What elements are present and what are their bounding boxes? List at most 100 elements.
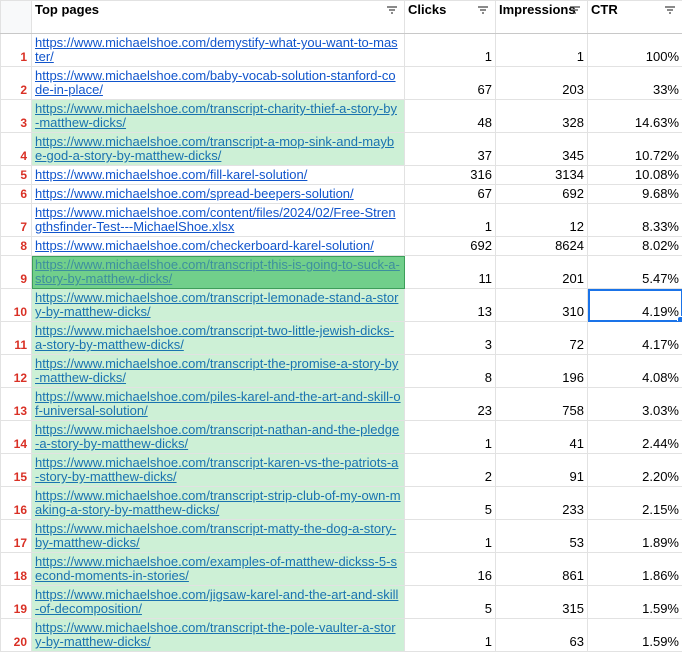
page-cell[interactable]: https://www.michaelshoe.com/fill-karel-s…: [31, 165, 405, 185]
clicks-cell[interactable]: 5: [404, 486, 496, 520]
clicks-cell[interactable]: 8: [404, 354, 496, 388]
clicks-cell[interactable]: 48: [404, 99, 496, 133]
header-cell[interactable]: Top pages: [31, 0, 405, 34]
page-link[interactable]: https://www.michaelshoe.com/transcript-t…: [35, 257, 400, 286]
page-cell[interactable]: https://www.michaelshoe.com/baby-vocab-s…: [31, 66, 405, 100]
clicks-cell[interactable]: 1: [404, 420, 496, 454]
ctr-cell[interactable]: 1.89%: [587, 519, 682, 553]
clicks-cell[interactable]: 67: [404, 66, 496, 100]
page-link[interactable]: https://www.michaelshoe.com/transcript-c…: [35, 101, 397, 130]
clicks-cell[interactable]: 5: [404, 585, 496, 619]
ctr-cell[interactable]: 1.59%: [587, 585, 682, 619]
impressions-cell[interactable]: 91: [495, 453, 588, 487]
page-cell[interactable]: https://www.michaelshoe.com/spread-beepe…: [31, 184, 405, 204]
clicks-cell[interactable]: 13: [404, 288, 496, 322]
page-link[interactable]: https://www.michaelshoe.com/transcript-n…: [35, 422, 400, 451]
clicks-cell[interactable]: 11: [404, 255, 496, 289]
ctr-cell[interactable]: 8.02%: [587, 236, 682, 256]
ctr-cell[interactable]: 2.15%: [587, 486, 682, 520]
impressions-cell[interactable]: 41: [495, 420, 588, 454]
ctr-cell[interactable]: 10.08%: [587, 165, 682, 185]
page-cell[interactable]: https://www.michaelshoe.com/transcript-c…: [31, 99, 405, 133]
impressions-cell[interactable]: 203: [495, 66, 588, 100]
page-link[interactable]: https://www.michaelshoe.com/transcript-m…: [35, 521, 397, 550]
ctr-cell[interactable]: 4.19%: [587, 288, 682, 322]
page-cell[interactable]: https://www.michaelshoe.com/transcript-t…: [31, 354, 405, 388]
header-cell[interactable]: CTR: [587, 0, 682, 34]
clicks-cell[interactable]: 1: [404, 33, 496, 67]
page-link[interactable]: https://www.michaelshoe.com/checkerboard…: [35, 238, 374, 253]
impressions-cell[interactable]: 8624: [495, 236, 588, 256]
page-cell[interactable]: https://www.michaelshoe.com/transcript-t…: [31, 321, 405, 355]
page-link[interactable]: https://www.michaelshoe.com/demystify-wh…: [35, 35, 398, 64]
impressions-cell[interactable]: 63: [495, 618, 588, 652]
impressions-cell[interactable]: 758: [495, 387, 588, 421]
page-cell[interactable]: https://www.michaelshoe.com/jigsaw-karel…: [31, 585, 405, 619]
ctr-cell[interactable]: 4.17%: [587, 321, 682, 355]
ctr-cell[interactable]: 2.44%: [587, 420, 682, 454]
page-link[interactable]: https://www.michaelshoe.com/transcript-a…: [35, 134, 395, 163]
clicks-cell[interactable]: 1: [404, 618, 496, 652]
header-cell[interactable]: Clicks: [404, 0, 496, 34]
impressions-cell[interactable]: 3134: [495, 165, 588, 185]
page-cell[interactable]: https://www.michaelshoe.com/transcript-a…: [31, 132, 405, 166]
ctr-cell[interactable]: 4.08%: [587, 354, 682, 388]
impressions-cell[interactable]: 233: [495, 486, 588, 520]
impressions-cell[interactable]: 201: [495, 255, 588, 289]
ctr-cell[interactable]: 9.68%: [587, 184, 682, 204]
page-link[interactable]: https://www.michaelshoe.com/transcript-t…: [35, 620, 396, 649]
ctr-cell[interactable]: 100%: [587, 33, 682, 67]
clicks-cell[interactable]: 67: [404, 184, 496, 204]
clicks-cell[interactable]: 692: [404, 236, 496, 256]
page-link[interactable]: https://www.michaelshoe.com/examples-of-…: [35, 554, 397, 583]
impressions-cell[interactable]: 345: [495, 132, 588, 166]
filter-icon[interactable]: [569, 5, 581, 15]
impressions-cell[interactable]: 12: [495, 203, 588, 237]
page-cell[interactable]: https://www.michaelshoe.com/transcript-m…: [31, 519, 405, 553]
page-link[interactable]: https://www.michaelshoe.com/baby-vocab-s…: [35, 68, 396, 97]
page-link[interactable]: https://www.michaelshoe.com/content/file…: [35, 205, 396, 234]
page-cell[interactable]: https://www.michaelshoe.com/demystify-wh…: [31, 33, 405, 67]
page-link[interactable]: https://www.michaelshoe.com/transcript-l…: [35, 290, 399, 319]
header-cell[interactable]: Impressions: [495, 0, 588, 34]
ctr-cell[interactable]: 1.86%: [587, 552, 682, 586]
page-link[interactable]: https://www.michaelshoe.com/transcript-t…: [35, 356, 399, 385]
impressions-cell[interactable]: 861: [495, 552, 588, 586]
clicks-cell[interactable]: 16: [404, 552, 496, 586]
page-link[interactable]: https://www.michaelshoe.com/transcript-t…: [35, 323, 395, 352]
impressions-cell[interactable]: 692: [495, 184, 588, 204]
page-link[interactable]: https://www.michaelshoe.com/transcript-s…: [35, 488, 401, 517]
impressions-cell[interactable]: 1: [495, 33, 588, 67]
page-cell[interactable]: https://www.michaelshoe.com/transcript-l…: [31, 288, 405, 322]
impressions-cell[interactable]: 315: [495, 585, 588, 619]
page-link[interactable]: https://www.michaelshoe.com/fill-karel-s…: [35, 167, 308, 182]
filter-icon[interactable]: [477, 5, 489, 15]
page-cell[interactable]: https://www.michaelshoe.com/checkerboard…: [31, 236, 405, 256]
ctr-cell[interactable]: 14.63%: [587, 99, 682, 133]
page-cell[interactable]: https://www.michaelshoe.com/transcript-n…: [31, 420, 405, 454]
page-link[interactable]: https://www.michaelshoe.com/spread-beepe…: [35, 186, 354, 201]
clicks-cell[interactable]: 3: [404, 321, 496, 355]
impressions-cell[interactable]: 310: [495, 288, 588, 322]
clicks-cell[interactable]: 37: [404, 132, 496, 166]
ctr-cell[interactable]: 8.33%: [587, 203, 682, 237]
page-cell[interactable]: https://www.michaelshoe.com/content/file…: [31, 203, 405, 237]
impressions-cell[interactable]: 72: [495, 321, 588, 355]
clicks-cell[interactable]: 1: [404, 203, 496, 237]
page-cell[interactable]: https://www.michaelshoe.com/piles-karel-…: [31, 387, 405, 421]
page-link[interactable]: https://www.michaelshoe.com/transcript-k…: [35, 455, 399, 484]
clicks-cell[interactable]: 2: [404, 453, 496, 487]
ctr-cell[interactable]: 1.59%: [587, 618, 682, 652]
page-cell[interactable]: https://www.michaelshoe.com/transcript-k…: [31, 453, 405, 487]
ctr-cell[interactable]: 10.72%: [587, 132, 682, 166]
clicks-cell[interactable]: 23: [404, 387, 496, 421]
page-cell[interactable]: https://www.michaelshoe.com/transcript-t…: [31, 255, 405, 289]
clicks-cell[interactable]: 316: [404, 165, 496, 185]
impressions-cell[interactable]: 196: [495, 354, 588, 388]
page-link[interactable]: https://www.michaelshoe.com/jigsaw-karel…: [35, 587, 399, 616]
page-cell[interactable]: https://www.michaelshoe.com/transcript-s…: [31, 486, 405, 520]
page-cell[interactable]: https://www.michaelshoe.com/examples-of-…: [31, 552, 405, 586]
fill-handle[interactable]: [677, 316, 682, 321]
impressions-cell[interactable]: 53: [495, 519, 588, 553]
impressions-cell[interactable]: 328: [495, 99, 588, 133]
